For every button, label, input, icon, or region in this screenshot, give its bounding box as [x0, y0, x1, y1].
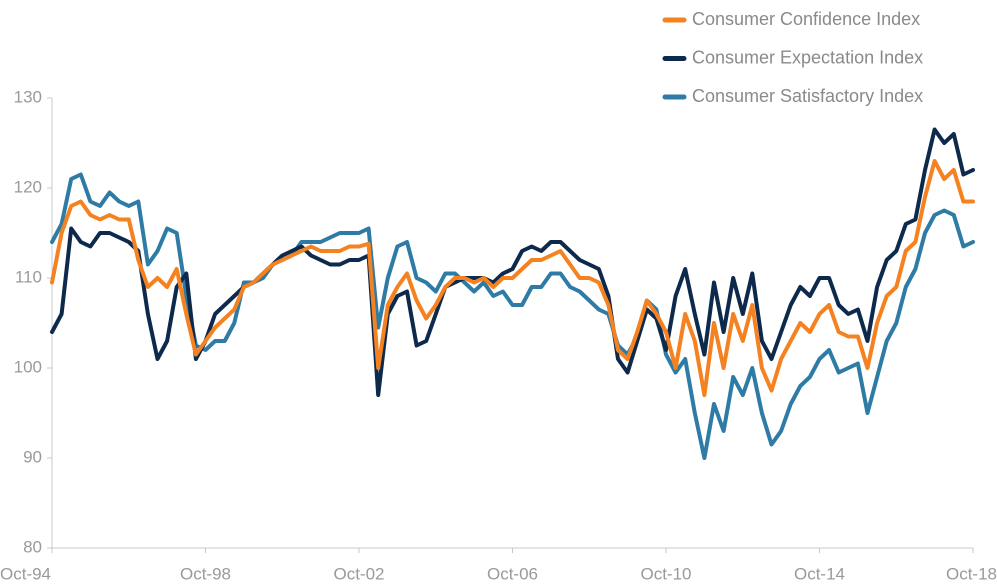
- y-tick-label: 80: [23, 537, 42, 556]
- x-tick-label: Oct-98: [180, 564, 231, 583]
- legend-label: Consumer Expectation Index: [692, 47, 923, 67]
- x-tick-label: Oct-94: [0, 564, 51, 583]
- series-line: [50, 159, 975, 397]
- x-tick-label: Oct-18: [946, 564, 997, 583]
- legend-label: Consumer Satisfactory Index: [692, 86, 923, 106]
- y-tick-label: 120: [14, 177, 42, 196]
- y-tick-label: 110: [15, 267, 42, 286]
- series-line: [50, 127, 975, 397]
- x-tick-label: Oct-10: [640, 564, 691, 583]
- legend-label: Consumer Confidence Index: [692, 9, 920, 29]
- y-tick-label: 100: [14, 357, 42, 376]
- y-tick-label: 130: [14, 87, 42, 106]
- y-tick-label: 90: [23, 447, 42, 466]
- x-tick-label: Oct-02: [333, 564, 384, 583]
- x-tick-label: Oct-14: [794, 564, 845, 583]
- x-tick-label: Oct-06: [487, 564, 538, 583]
- series-line: [50, 172, 975, 460]
